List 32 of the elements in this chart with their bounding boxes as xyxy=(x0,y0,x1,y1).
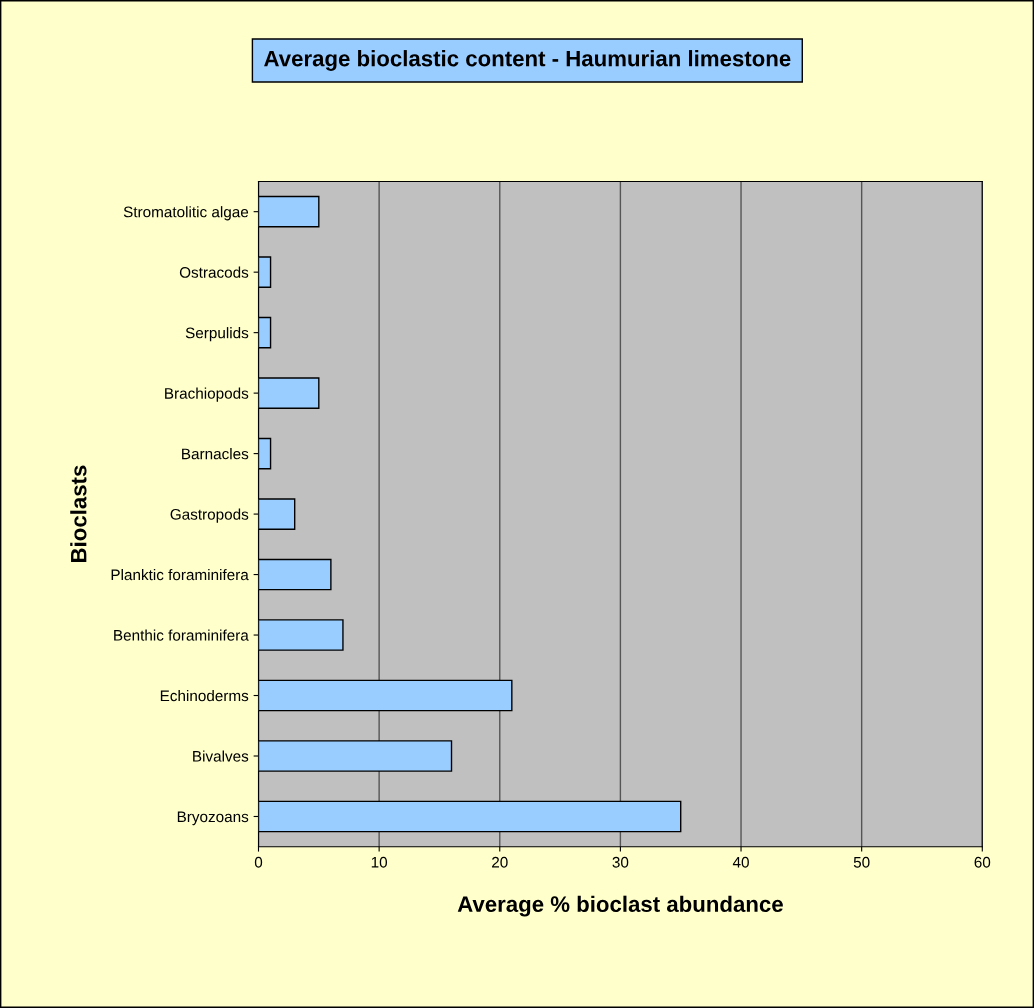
x-tick-label: 60 xyxy=(974,856,991,868)
bar xyxy=(258,740,453,772)
y-tick-label: Planktic foraminifera xyxy=(111,569,249,581)
bar xyxy=(258,377,320,409)
y-tick-label: Barnacles xyxy=(182,448,249,460)
chart-title: Average bioclastic content - Haumurian limestone xyxy=(264,50,791,71)
y-tick-label: Stromatolitic algae xyxy=(123,206,249,221)
y-tick-label: Echinoderms xyxy=(160,689,249,702)
y-tick-label: Brachiopods xyxy=(165,387,249,402)
bar xyxy=(258,437,272,470)
bar xyxy=(258,256,272,288)
x-tick-label: 30 xyxy=(612,856,629,868)
bar xyxy=(258,558,332,591)
bar xyxy=(258,800,682,833)
bar xyxy=(258,619,344,651)
y-tick-label: Bryozoans xyxy=(177,811,249,826)
x-axis-title: Average % bioclast abundance xyxy=(457,895,783,917)
x-tick-label: 0 xyxy=(254,856,263,868)
bar xyxy=(258,316,272,349)
bar xyxy=(258,195,320,228)
y-tick-label: Serpulids xyxy=(185,327,249,342)
bar xyxy=(258,498,296,530)
x-tick-label: 40 xyxy=(732,856,749,868)
y-tick-label: Bivalves xyxy=(193,750,249,762)
bar xyxy=(258,679,513,712)
x-tick-label: 10 xyxy=(371,856,388,868)
y-tick-label: Benthic foraminifera xyxy=(114,629,249,641)
y-axis-title: Bioclasts xyxy=(70,465,87,562)
x-tick-label: 20 xyxy=(492,856,508,868)
y-tick-label: Gastropods xyxy=(170,508,249,523)
x-tick-label: 50 xyxy=(853,856,870,868)
y-tick-label: Ostracods xyxy=(179,266,249,278)
